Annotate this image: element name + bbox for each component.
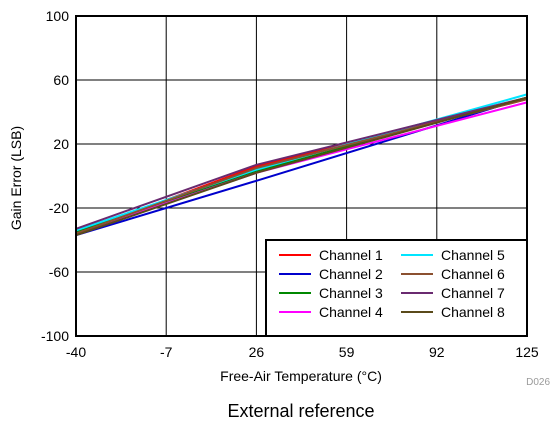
legend-label-channel-3: Channel 3 (319, 285, 383, 301)
y-axis-ticks: -100 -60 -20 20 60 100 (41, 8, 69, 344)
x-tick-label: -7 (160, 344, 173, 360)
x-axis-label: Free-Air Temperature (°C) (220, 368, 382, 384)
x-tick-label: 125 (515, 344, 539, 360)
x-tick-label: 92 (429, 344, 445, 360)
x-tick-label: 59 (339, 344, 355, 360)
legend-label-channel-7: Channel 7 (441, 285, 505, 301)
series-line-channel-7 (75, 96, 528, 230)
legend-label-channel-2: Channel 2 (319, 266, 383, 282)
legend-label-channel-6: Channel 6 (441, 266, 505, 282)
y-tick-label: 20 (53, 136, 69, 152)
y-tick-label: -60 (49, 264, 69, 280)
y-axis-label: Gain Error (LSB) (8, 126, 24, 230)
series-line-channel-2 (75, 96, 528, 237)
series-line-channel-8 (75, 96, 528, 237)
x-axis-ticks: -40 -7 26 59 92 125 (66, 344, 539, 360)
y-tick-label: 60 (53, 72, 69, 88)
legend: Channel 1 Channel 2 Channel 3 Channel 4 Chan… (265, 239, 528, 337)
y-tick-label: -20 (49, 200, 69, 216)
y-tick-label: 100 (46, 8, 70, 24)
x-tick-label: -40 (66, 344, 86, 360)
legend-label-channel-1: Channel 1 (319, 247, 383, 263)
figure-caption: External reference (227, 401, 374, 421)
legend-label-channel-8: Channel 8 (441, 304, 505, 320)
legend-label-channel-5: Channel 5 (441, 247, 505, 263)
legend-label-channel-4: Channel 4 (319, 304, 383, 320)
y-tick-label: -100 (41, 328, 69, 344)
x-tick-label: 26 (249, 344, 265, 360)
series-lines (75, 93, 528, 237)
figure-code: D026 (526, 377, 550, 388)
